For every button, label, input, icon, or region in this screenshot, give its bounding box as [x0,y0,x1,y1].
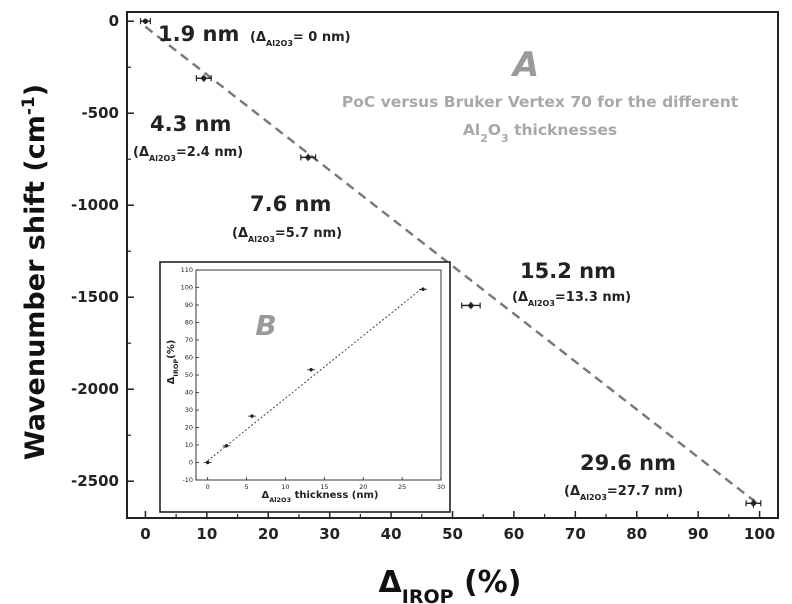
inset-y-tick-label: 0 [189,459,193,467]
main-axis-ticks: 0 10 20 30 40 50 60 70 80 90 1000-500-1000-1500-20… [71,12,775,543]
inset-y-tick-label: 40 [185,389,193,397]
inset-data-point [309,368,313,372]
inset-x-tick-label: 25 [398,483,406,491]
inset-y-tick-label: 30 [185,406,193,414]
x-tick-label: 90 [688,525,709,543]
inset-x-tick-label: 15 [320,483,328,491]
inset-data-point [205,460,210,465]
annotation-2-main: 4.3 nm [150,112,231,136]
inset-x-tick-label: 30 [437,483,445,491]
x-tick-label: 30 [319,525,340,543]
y-tick-label: 0 [109,12,119,30]
y-tick-label: -2000 [71,380,119,398]
inset-x-tick-label: 5 [244,483,248,491]
annotation-4-main: 15.2 nm [520,259,616,283]
inset-y-tick-label: 70 [185,336,193,344]
data-point [142,18,149,24]
data-point [468,302,474,309]
x-tick-label: 50 [442,525,463,543]
x-tick-label: 10 [196,525,217,543]
inset-x-tick-label: 0 [206,483,210,491]
x-tick-label: 0 [140,525,150,543]
chart-caption-line2: Al2O3 thicknesses [463,121,617,145]
inset-panel [159,261,451,513]
inset-y-tick-label: 50 [185,371,193,379]
inset-data-point [224,444,229,448]
inset-y-tick-label: 60 [185,354,193,362]
panel-label-a: A [510,45,539,85]
x-tick-label: 40 [381,525,402,543]
x-tick-label: 70 [565,525,586,543]
inset-y-axis-title: ΔIROP(%) [166,340,180,385]
inset-x-tick-label: 20 [359,483,367,491]
data-point [201,75,207,81]
x-axis-title: ΔIROP (%) [379,565,522,604]
y-tick-label: -1500 [71,288,119,306]
fit-line [144,25,761,507]
inset-y-tick-label: 20 [185,424,193,432]
x-tick-label: 60 [503,525,524,543]
x-tick-label: 100 [744,525,775,543]
inset-x-axis-title: ΔAl2O3 thickness (nm) [262,490,379,504]
inset-y-tick-label: 10 [185,441,193,449]
inset-data-point [250,414,254,418]
y-tick-label: -2500 [71,472,119,490]
annotation-3-main: 7.6 nm [250,192,331,216]
inset-y-tick-label: 110 [181,266,193,274]
inset-chart: 0 5 10 15 20 25 30 -10 0 10 20 30 40 50 60 70 80 90 100 110 [159,261,451,513]
annotation-2-sub: (ΔAl2O3=2.4 nm) [133,145,243,163]
x-tick-label: 80 [626,525,647,543]
inset-data-point [421,287,425,291]
main-data-marks [139,18,762,508]
chart-caption-line1: PoC versus Bruker Vertex 70 for the diff… [342,93,739,111]
annotation-5-main: 29.6 nm [580,451,676,475]
inset-x-tick-label: 10 [281,483,289,491]
y-axis-title: Wavenumber shift (cm-1) [19,84,51,460]
annotation-3-sub: (ΔAl2O3=5.7 nm) [232,226,342,244]
annotation-4-sub: (ΔAl2O3=13.3 nm) [512,290,631,308]
inset-y-tick-label: -10 [182,476,193,484]
x-tick-label: 20 [258,525,279,543]
inset-y-tick-label: 100 [181,284,193,292]
y-tick-label: -1000 [71,196,119,214]
panel-label-b: B [255,309,276,342]
data-point [305,154,311,160]
inset-y-tick-label: 90 [185,301,193,309]
annotation-5-sub: (ΔAl2O3=27.7 nm) [564,484,683,502]
inset-y-tick-label: 80 [185,319,193,327]
annotation-1-sub: (ΔAl2O3= 0 nm) [250,30,351,48]
annotation-1-main: 1.9 nm [158,22,239,46]
y-tick-label: -500 [81,104,119,122]
data-point [750,500,757,506]
